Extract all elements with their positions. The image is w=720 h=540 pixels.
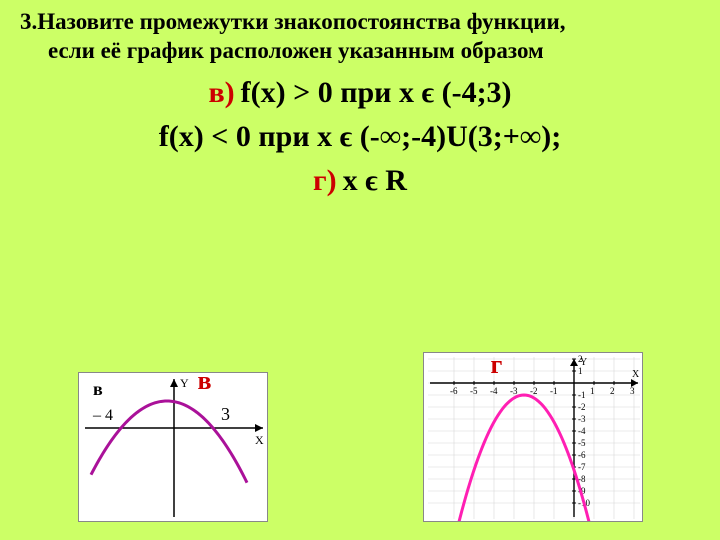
answer-g-text: x ϵ R	[343, 164, 407, 197]
svg-text:X: X	[632, 369, 640, 380]
label-v: в)	[208, 76, 234, 109]
svg-text:-3: -3	[578, 414, 586, 424]
svg-text:-4: -4	[578, 426, 586, 436]
label-g: г)	[313, 164, 337, 197]
answer-v-pos-text: f(x) > 0 при x ϵ (-4;3)	[241, 76, 512, 109]
svg-text:-2: -2	[530, 386, 538, 396]
svg-text:-7: -7	[578, 462, 586, 472]
svg-text:1: 1	[578, 366, 583, 376]
svg-text:в: в	[93, 379, 103, 399]
svg-text:-5: -5	[470, 386, 478, 396]
chart-v-badge: в	[198, 366, 212, 396]
svg-text:-6: -6	[578, 450, 586, 460]
answer-g: г)x ϵ R	[20, 164, 700, 198]
svg-text:X: X	[255, 433, 264, 447]
title-line-1: 3.Назовите промежутки знакопостоянства ф…	[20, 8, 700, 37]
svg-text:-6: -6	[450, 386, 458, 396]
svg-text:– 4: – 4	[92, 407, 113, 424]
answer-v-neg-text: f(x) < 0 при x ϵ (-∞;-4)U(3;+∞);	[159, 120, 561, 153]
chart-g: YX-6-5-4-3-2-1123421-1-2-3-4-5-6-7-8-9-1…	[423, 352, 643, 522]
svg-text:-1: -1	[550, 386, 558, 396]
svg-text:2: 2	[610, 386, 615, 396]
svg-text:3: 3	[630, 386, 635, 396]
chart-g-badge: г	[491, 350, 503, 380]
svg-text:Y: Y	[180, 376, 189, 390]
svg-text:-4: -4	[490, 386, 498, 396]
chart-v-box: в Y X – 4 3 в	[78, 372, 268, 522]
svg-text:-1: -1	[578, 390, 586, 400]
title-line-2: если её график расположен указанным обра…	[20, 37, 700, 66]
svg-text:2: 2	[578, 354, 583, 364]
svg-text:-2: -2	[578, 402, 586, 412]
svg-text:3: 3	[221, 404, 230, 424]
chart-g-box: г YX-6-5-4-3-2-1123421-1-2-3-4-5-6-7-8-9…	[423, 352, 643, 522]
svg-text:-5: -5	[578, 438, 586, 448]
chart-v: Y X – 4 3 в	[78, 372, 268, 522]
svg-text:-3: -3	[510, 386, 518, 396]
answer-v-positive: в)f(x) > 0 при x ϵ (-4;3)	[20, 76, 700, 110]
svg-text:1: 1	[590, 386, 595, 396]
answer-v-negative: f(x) < 0 при x ϵ (-∞;-4)U(3;+∞);	[20, 120, 700, 154]
